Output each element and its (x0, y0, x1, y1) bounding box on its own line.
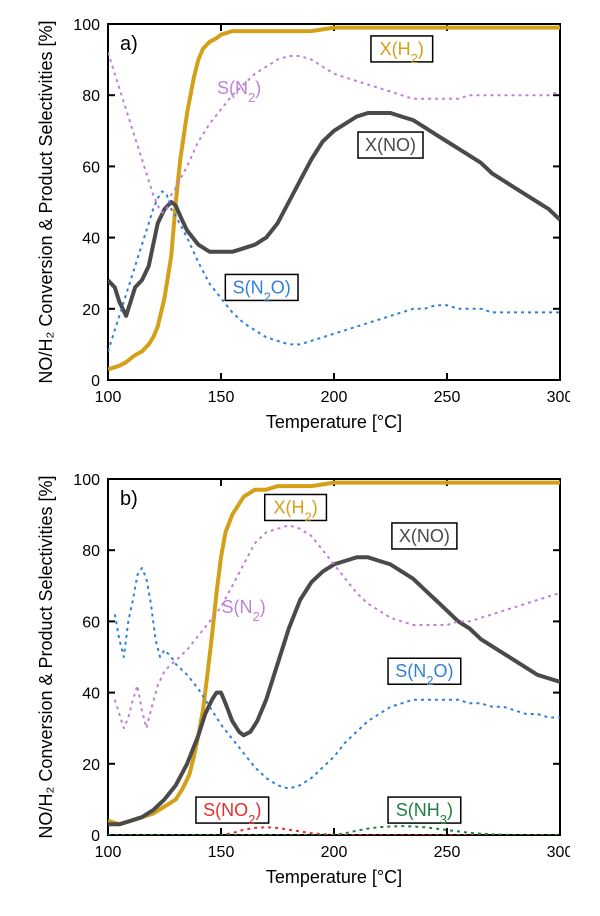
series-S(N2O) (115, 568, 560, 789)
series-label-X(NO): X(NO) (365, 135, 416, 155)
y-tick-label: 20 (82, 302, 100, 319)
x-tick-label: 100 (95, 844, 122, 861)
series-X(H2) (108, 28, 560, 370)
y-tick-label: 100 (73, 17, 100, 34)
x-tick-label: 200 (321, 844, 348, 861)
x-tick-label: 100 (95, 389, 122, 406)
series-S(N2O) (108, 191, 560, 351)
y-tick-label: 0 (91, 828, 100, 845)
x-tick-label: 250 (434, 844, 461, 861)
series-label-X(NO): X(NO) (399, 526, 450, 546)
x-tick-label: 150 (208, 844, 235, 861)
series-label-S(N2): S(N2) (217, 78, 261, 105)
x-axis-label: Temperature [°C] (266, 867, 402, 887)
y-tick-label: 0 (91, 373, 100, 390)
x-tick-label: 300 (547, 844, 570, 861)
x-axis-label: Temperature [°C] (266, 412, 402, 432)
y-tick-label: 40 (82, 231, 100, 248)
x-tick-label: 200 (321, 389, 348, 406)
series-X(H2) (108, 483, 560, 825)
y-tick-label: 20 (82, 757, 100, 774)
panel-letter: a) (120, 33, 138, 55)
series-S(N2) (115, 525, 560, 728)
chart-panel-a: 100 150 200 250 300 0 20 40 60 80 100 Temperature [… (30, 10, 570, 450)
panel-letter: b) (120, 488, 138, 510)
x-tick-label: 300 (547, 389, 570, 406)
x-tick-label: 250 (434, 389, 461, 406)
y-tick-label: 100 (73, 472, 100, 489)
chart-panel-b: 100 150 200 250 300 0 20 40 60 80 100 Temperature [… (30, 465, 570, 905)
y-axis-label: NO/H₂ Conversion & Product Selectivities… (36, 475, 56, 838)
y-tick-label: 80 (82, 88, 100, 105)
series-label-S(N2): S(N2) (221, 597, 265, 624)
y-tick-label: 40 (82, 686, 100, 703)
y-tick-label: 60 (82, 159, 100, 176)
y-tick-label: 80 (82, 543, 100, 560)
x-tick-label: 150 (208, 389, 235, 406)
y-tick-label: 60 (82, 614, 100, 631)
series-X(NO) (108, 557, 560, 824)
y-axis-label: NO/H₂ Conversion & Product Selectivities… (36, 20, 56, 383)
